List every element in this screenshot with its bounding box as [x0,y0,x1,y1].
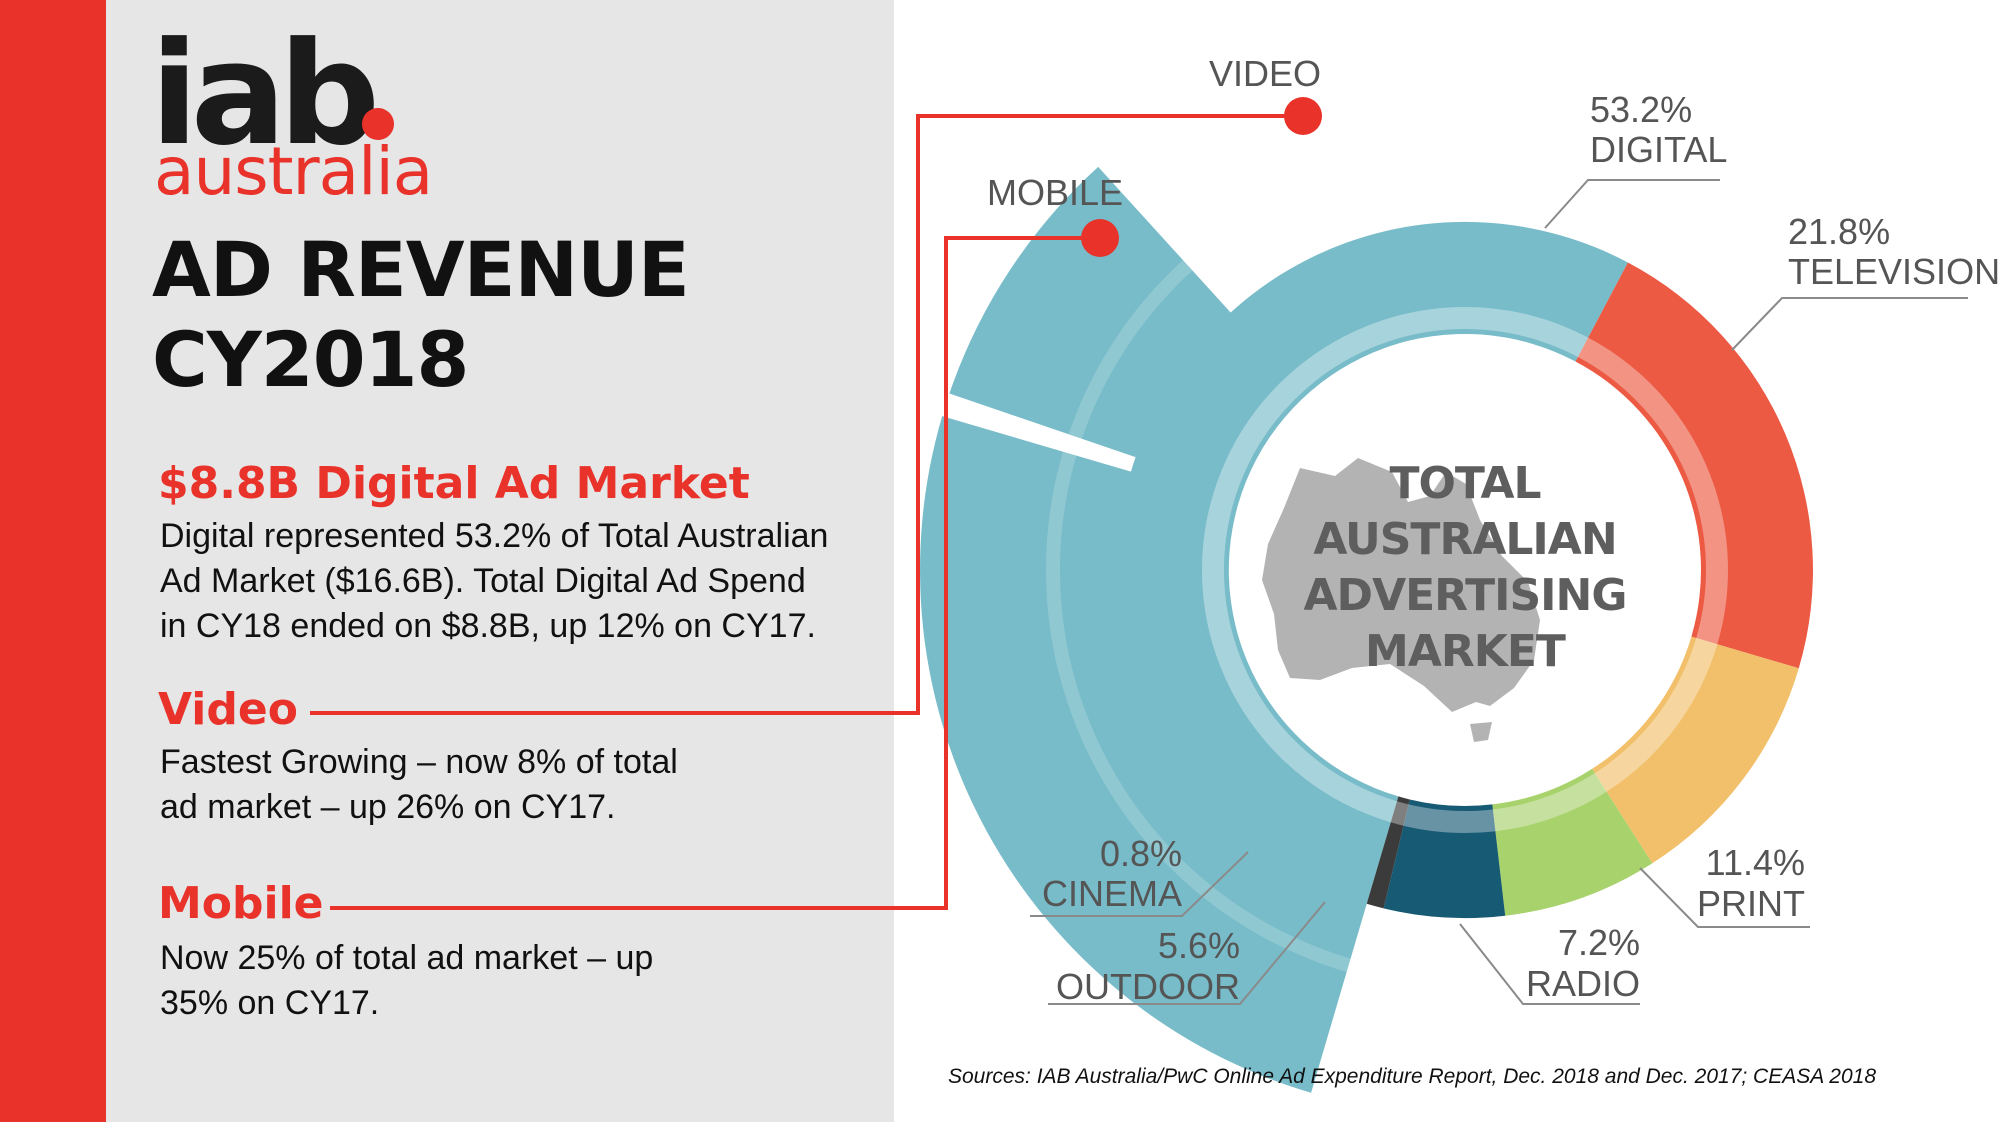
center-label-line: TOTAL [1389,458,1540,509]
video-connector-line [310,114,1303,715]
slice-name-label-cinema: CINEMA [1042,873,1182,914]
leader-line-outdoor [1048,901,1326,1005]
center-label-line: MARKET [1365,626,1566,677]
slice-cinema [1366,796,1410,909]
slice-name-label-print: PRINT [1697,883,1805,924]
outer-highlight-ring [1046,151,1884,989]
body-mobile: Now 25% of total ad market – up 35% on C… [160,936,653,1026]
brand-red-bar [0,0,106,1122]
slice-pct-label-cinema: 0.8% [1100,833,1182,874]
slice-radio [1492,768,1653,916]
slice-name-label-radio: RADIO [1526,963,1640,1004]
logo-dot [362,108,394,140]
leader-line-digital [1544,179,1720,229]
slice-pct-label-outdoor: 5.6% [1158,925,1240,966]
heading-video: Video [158,684,298,735]
slice-name-label-television: TELEVISION [1788,251,2000,292]
sub-segment-video [949,166,1233,458]
body-line: 35% on CY17. [160,984,380,1022]
logo-australia-text: australia [154,133,433,210]
slice-name-label-digital: DIGITAL [1590,129,1727,170]
slice-television [1575,262,1813,669]
center-label-line: ADVERTISING [1304,570,1627,621]
body-digital-market: Digital represented 53.2% of Total Austr… [160,514,828,649]
slice-print [1592,636,1799,864]
video-marker-dot [1284,97,1322,135]
sub-segment-mobile [920,416,1368,1093]
body-line: Now 25% of total ad market – up [160,939,654,977]
heading-digital-market: $8.8B Digital Ad Market [158,458,750,509]
inner-highlight-ring [1202,307,1728,833]
slice-name-label-outdoor: OUTDOOR [1056,966,1240,1007]
leader-line-cinema [1030,851,1249,917]
slice-outdoor [1383,799,1506,919]
info-panel [106,0,894,1122]
body-line: in CY18 ended on $8.8B, up 12% on CY17. [160,607,816,645]
australia-map-icon [1262,458,1540,742]
title-line-2: CY2018 [152,315,469,404]
body-line: ad market – up 26% on CY17. [160,788,616,826]
leader-line-television [1731,297,1968,351]
body-line: Digital represented 53.2% of Total Austr… [160,517,829,555]
logo-iab-text: iab [150,12,380,177]
heading-mobile: Mobile [158,878,324,929]
slice-pct-label-digital: 53.2% [1590,89,1692,130]
mobile-marker-dot [1081,219,1119,257]
slice-digital [1116,221,1628,904]
body-video: Fastest Growing – now 8% of total ad mar… [160,740,678,830]
mobile-connector-line [330,236,1100,910]
sources-footnote: Sources: IAB Australia/PwC Online Ad Exp… [948,1065,1877,1088]
callout-connectors [310,97,1322,910]
body-line: Ad Market ($16.6B). Total Digital Ad Spe… [160,562,806,600]
body-line: Fastest Growing – now 8% of total [160,743,678,781]
sub-segment-label-video: VIDEO [1209,53,1321,94]
slice-pct-label-television: 21.8% [1788,211,1890,252]
sub-segment-label-mobile: MOBILE [987,172,1123,213]
page-title: AD REVENUE CY2018 [152,225,690,405]
slice-pct-label-print: 11.4% [1706,842,1805,883]
leader-line-radio [1459,923,1640,1005]
title-line-1: AD REVENUE [152,225,690,314]
slice-pct-label-radio: 7.2% [1558,922,1640,963]
leader-line-print [1639,867,1810,928]
center-label-line: AUSTRALIAN [1313,514,1616,565]
